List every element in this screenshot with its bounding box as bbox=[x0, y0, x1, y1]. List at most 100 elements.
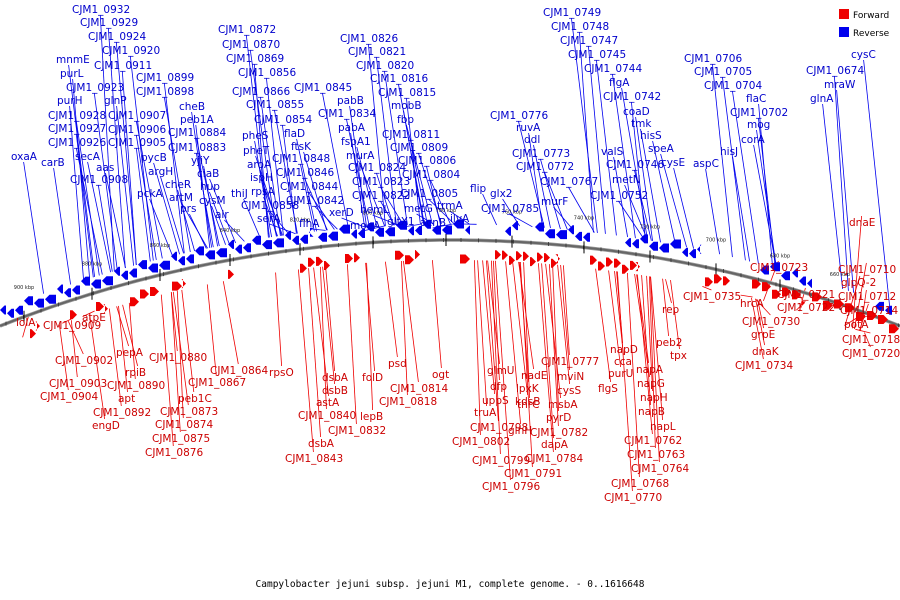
connector-line bbox=[449, 210, 470, 225]
reverse-gene-label: secA bbox=[75, 151, 101, 163]
forward-gene-label: CJM1_0721 bbox=[777, 289, 835, 301]
reverse-gene-arrow bbox=[15, 305, 23, 315]
forward-gene-label: glmU bbox=[487, 365, 515, 377]
forward-gene-label: purU bbox=[608, 368, 633, 380]
reverse-gene-label: hup bbox=[200, 181, 220, 193]
forward-gene-label: pepA bbox=[116, 347, 144, 359]
forward-gene-label: mviN bbox=[557, 371, 584, 383]
reverse-gene-arrow bbox=[205, 250, 215, 260]
connector-line bbox=[864, 332, 871, 348]
connector-line bbox=[512, 261, 528, 396]
connector-line bbox=[552, 264, 559, 412]
connector-line bbox=[163, 82, 185, 254]
reverse-gene-label: moeA bbox=[350, 220, 381, 232]
reverse-gene-label: CJM1_0856 bbox=[238, 67, 296, 79]
forward-gene-label: thrC bbox=[517, 399, 539, 411]
connector-line bbox=[129, 55, 154, 261]
reverse-gene-arrow bbox=[228, 239, 234, 249]
forward-gene-arrow bbox=[752, 279, 761, 289]
connector-line bbox=[23, 161, 44, 294]
reverse-gene-label: CJM1_0742 bbox=[603, 91, 661, 103]
connector-line bbox=[712, 63, 733, 258]
connector-line bbox=[181, 289, 195, 393]
forward-gene-arrow bbox=[316, 256, 323, 266]
reverse-gene-arrow bbox=[216, 248, 227, 258]
connector-line bbox=[362, 225, 386, 232]
forward-gene-label: CJM1_0909 bbox=[43, 320, 101, 332]
connector-line bbox=[740, 294, 753, 298]
connector-line bbox=[296, 138, 317, 232]
forward-gene-arrow bbox=[867, 311, 877, 320]
reverse-gene-label: CJM1_0826 bbox=[340, 33, 398, 45]
forward-gene-arrow bbox=[228, 269, 234, 279]
reverse-gene-arrow bbox=[375, 227, 384, 237]
reverse-gene-arrow bbox=[159, 260, 170, 270]
forward-gene-label: glnH bbox=[508, 425, 532, 437]
reverse-gene-label: hemL bbox=[360, 204, 389, 216]
connector-line bbox=[177, 189, 195, 252]
forward-gene-arrow bbox=[714, 274, 722, 284]
reverse-gene-arrow bbox=[309, 227, 314, 237]
connector-line bbox=[275, 272, 282, 367]
kbp-label: 720 kbp bbox=[640, 225, 660, 231]
forward-gene-arrow bbox=[354, 253, 360, 263]
connector-line bbox=[349, 105, 367, 227]
forward-gene-arrow bbox=[300, 263, 307, 273]
reverse-gene-label: valS bbox=[601, 146, 624, 158]
connector-line bbox=[72, 78, 90, 279]
reverse-gene-label: CJM1_0772 bbox=[516, 161, 574, 173]
reverse-gene-label: argH bbox=[148, 166, 173, 178]
reverse-gene-label: fspA1 bbox=[341, 136, 371, 148]
connector-line bbox=[426, 165, 441, 225]
reverse-gene-label: ciaB bbox=[197, 168, 219, 180]
forward-gene-label: nadE bbox=[521, 370, 547, 382]
reverse-gene-label: CJM1_0823 bbox=[352, 176, 410, 188]
forward-gene-label: atpE bbox=[82, 312, 106, 324]
connector-line bbox=[341, 217, 365, 228]
forward-gene-label: flgS bbox=[598, 383, 618, 395]
forward-gene-label: CJM1_0768 bbox=[611, 478, 669, 490]
reverse-gene-label: pabA bbox=[338, 122, 366, 134]
connector-line bbox=[266, 77, 284, 236]
reverse-gene-arrow bbox=[545, 229, 555, 239]
forward-gene-arrow bbox=[590, 255, 597, 265]
connector-line bbox=[346, 118, 370, 227]
kbp-scale-ticks: 900 kbp 880 kbp 860 kbp 840 kbp 820 kbp 800 k… bbox=[5, 208, 899, 328]
connector-line bbox=[553, 206, 574, 231]
forward-gene-arrow bbox=[324, 261, 330, 270]
forward-gene-label: CJM1_0876 bbox=[145, 447, 203, 459]
reverse-gene-arrow bbox=[292, 235, 299, 245]
forward-gene-arrow bbox=[598, 261, 605, 271]
kbp-label: 800 kbp bbox=[363, 210, 383, 216]
reverse-gene-label: CJM1_0749 bbox=[543, 7, 601, 19]
forward-gene-label: lpxK bbox=[516, 383, 540, 395]
reverse-gene-arrow bbox=[178, 256, 185, 266]
forward-gene-label: lolA bbox=[16, 317, 36, 329]
reverse-gene-label: ddl bbox=[524, 134, 540, 146]
connector-line bbox=[135, 120, 163, 259]
forward-gene-label: napH bbox=[640, 392, 668, 404]
connector-line bbox=[640, 128, 661, 243]
forward-gene-label: CJM1_0782 bbox=[530, 427, 588, 439]
reverse-gene-arrow bbox=[423, 219, 431, 229]
reverse-gene-label: hisS bbox=[640, 130, 662, 142]
forward-gene-label: CJM1_0762 bbox=[624, 435, 682, 447]
legend: Forward Reverse bbox=[839, 9, 890, 39]
connector-line bbox=[347, 264, 357, 425]
connector-line bbox=[563, 265, 570, 356]
reverse-gene-arrow bbox=[285, 230, 291, 240]
reverse-gene-label: CJM1_0858 bbox=[241, 200, 299, 212]
forward-gene-arrow bbox=[516, 251, 522, 261]
connector-line bbox=[358, 160, 385, 226]
connector-line bbox=[631, 101, 646, 240]
forward-gene-label: napG bbox=[637, 378, 665, 390]
connector-line bbox=[282, 124, 297, 234]
reverse-gene-label: CJM1_0899 bbox=[136, 72, 194, 84]
reverse-gene-label: CJM1_0908 bbox=[70, 174, 128, 186]
connector-line bbox=[356, 146, 378, 227]
reverse-gene-label: cysE bbox=[661, 157, 685, 169]
forward-gene-arrow bbox=[544, 253, 550, 263]
forward-gene-arrow bbox=[823, 300, 833, 310]
legend-label-forward: Forward bbox=[853, 11, 889, 21]
